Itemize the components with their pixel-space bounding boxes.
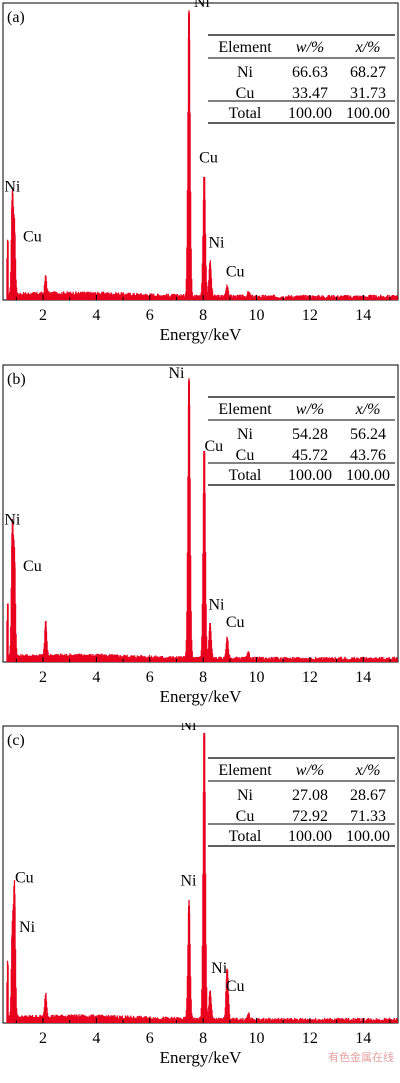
table-cell: 54.28 — [292, 426, 328, 443]
table-header-1: w/% — [296, 401, 324, 418]
peak-label-2: Ni — [180, 723, 197, 734]
table-cell: Ni — [237, 64, 254, 81]
peak-label-5: Cu — [226, 264, 245, 281]
table-cell: 43.76 — [350, 447, 386, 464]
composition-table: Element w/% x/% Ni 54.28 56.24 Cu 45.72 43.76 Tot… — [208, 396, 395, 486]
spectrum-trace — [6, 378, 398, 662]
table-cell: 66.63 — [292, 64, 328, 81]
x-tick-label-4: 4 — [92, 1030, 100, 1047]
peak-label-2: Ni — [194, 0, 211, 11]
table-cell: Cu — [236, 447, 255, 464]
table-cell: 71.33 — [350, 808, 386, 825]
x-tick-label-2: 2 — [39, 1030, 47, 1047]
peak-label-1: Cu — [23, 228, 42, 245]
table-header-0: Element — [218, 401, 272, 418]
table-total-cell: Total — [229, 105, 262, 122]
peak-label-0: Ni — [4, 179, 21, 196]
eds-spectrum-panel-c: Cu Ni Ni Ni Ni Cu (c) 2 4 6 8 10 12 14 Energy/keV Eleme… — [0, 723, 400, 1083]
x-tick-label-2: 2 — [39, 307, 47, 324]
x-tick-label-12: 12 — [302, 1030, 318, 1047]
eds-spectrum-panel-b: Ni Cu Ni Cu Ni Cu (b) 2 4 6 8 10 12 14 Energy/keV Eleme… — [0, 362, 400, 722]
table-cell: Cu — [236, 85, 255, 102]
table-total-cell: 100.00 — [288, 828, 332, 845]
x-tick-label-8: 8 — [199, 307, 207, 324]
table-header-0: Element — [218, 39, 272, 56]
table-cell: Ni — [237, 787, 254, 804]
table-cell: 68.27 — [350, 64, 386, 81]
x-tick-label-8: 8 — [199, 1030, 207, 1047]
table-cell: Ni — [237, 426, 254, 443]
x-tick-label-4: 4 — [92, 669, 100, 686]
table-total-cell: Total — [229, 828, 262, 845]
table-cell: 27.08 — [292, 787, 328, 804]
table-header-0: Element — [218, 762, 272, 779]
peak-label-1: Ni — [19, 919, 36, 936]
table-total-cell: 100.00 — [346, 467, 390, 484]
table-cell: 45.72 — [292, 447, 328, 464]
table-header-2: x/% — [355, 762, 381, 779]
x-tick-label-8: 8 — [199, 669, 207, 686]
x-tick-label-14: 14 — [355, 669, 371, 686]
peak-label-3: Cu — [199, 149, 218, 166]
peak-label-1: Cu — [23, 558, 42, 575]
peak-label-5: Cu — [226, 614, 245, 631]
table-cell: Cu — [236, 808, 255, 825]
plot-frame — [2, 725, 399, 1024]
table-cell: 28.67 — [350, 787, 386, 804]
table-total-cell: 100.00 — [346, 828, 390, 845]
table-cell: 31.73 — [350, 85, 386, 102]
x-tick-label-12: 12 — [302, 669, 318, 686]
x-tick-label-10: 10 — [249, 669, 265, 686]
x-tick-label-6: 6 — [146, 307, 154, 324]
table-total-cell: 100.00 — [288, 467, 332, 484]
table-cell: 56.24 — [350, 426, 386, 443]
panel-label: (b) — [7, 371, 26, 388]
x-axis-label: Energy/keV — [160, 687, 243, 706]
table-total-cell: 100.00 — [288, 105, 332, 122]
panel-label: (a) — [7, 9, 25, 26]
eds-spectrum-panel-a: Ni Cu Ni Cu Ni Cu (a) 2 4 6 8 10 12 14 Energy/keV Eleme… — [0, 0, 400, 360]
table-header-2: x/% — [355, 39, 381, 56]
peak-label-3: Ni — [180, 872, 197, 889]
table-header-1: w/% — [296, 39, 324, 56]
panel-label: (c) — [7, 732, 25, 749]
plot-frame — [2, 364, 399, 663]
peak-label-4: Ni — [209, 596, 226, 613]
peak-label-0: Ni — [4, 511, 21, 528]
x-tick-label-10: 10 — [249, 1030, 265, 1047]
watermark-text: 有色金属在线 — [328, 1051, 394, 1064]
peak-label-4: Ni — [211, 960, 228, 977]
composition-table: Element w/% x/% Ni 27.08 28.67 Cu 72.92 71.33 Tot… — [208, 757, 395, 847]
x-tick-label-4: 4 — [92, 307, 100, 324]
peak-label-0: Cu — [15, 869, 34, 886]
x-tick-label-6: 6 — [146, 1030, 154, 1047]
peak-label-2: Ni — [168, 365, 185, 382]
table-header-1: w/% — [296, 762, 324, 779]
table-cell: 72.92 — [292, 808, 328, 825]
table-cell: 33.47 — [292, 85, 328, 102]
x-axis-label: Energy/keV — [160, 325, 243, 344]
x-tick-label-14: 14 — [355, 307, 371, 324]
table-total-cell: 100.00 — [346, 105, 390, 122]
composition-table: Element w/% x/% Ni 66.63 68.27 Cu 33.47 31.73 Tot… — [208, 34, 395, 124]
x-tick-label-2: 2 — [39, 669, 47, 686]
table-header-2: x/% — [355, 401, 381, 418]
x-axis-label: Energy/keV — [160, 1048, 243, 1067]
x-tick-label-10: 10 — [249, 307, 265, 324]
x-tick-label-6: 6 — [146, 669, 154, 686]
peak-label-3: Cu — [205, 438, 224, 455]
peak-label-4: Ni — [209, 234, 226, 251]
x-tick-label-14: 14 — [355, 1030, 371, 1047]
spectrum-trace — [6, 736, 398, 1023]
x-tick-label-12: 12 — [302, 307, 318, 324]
table-total-cell: Total — [229, 467, 262, 484]
peak-label-5: Cu — [226, 978, 245, 995]
